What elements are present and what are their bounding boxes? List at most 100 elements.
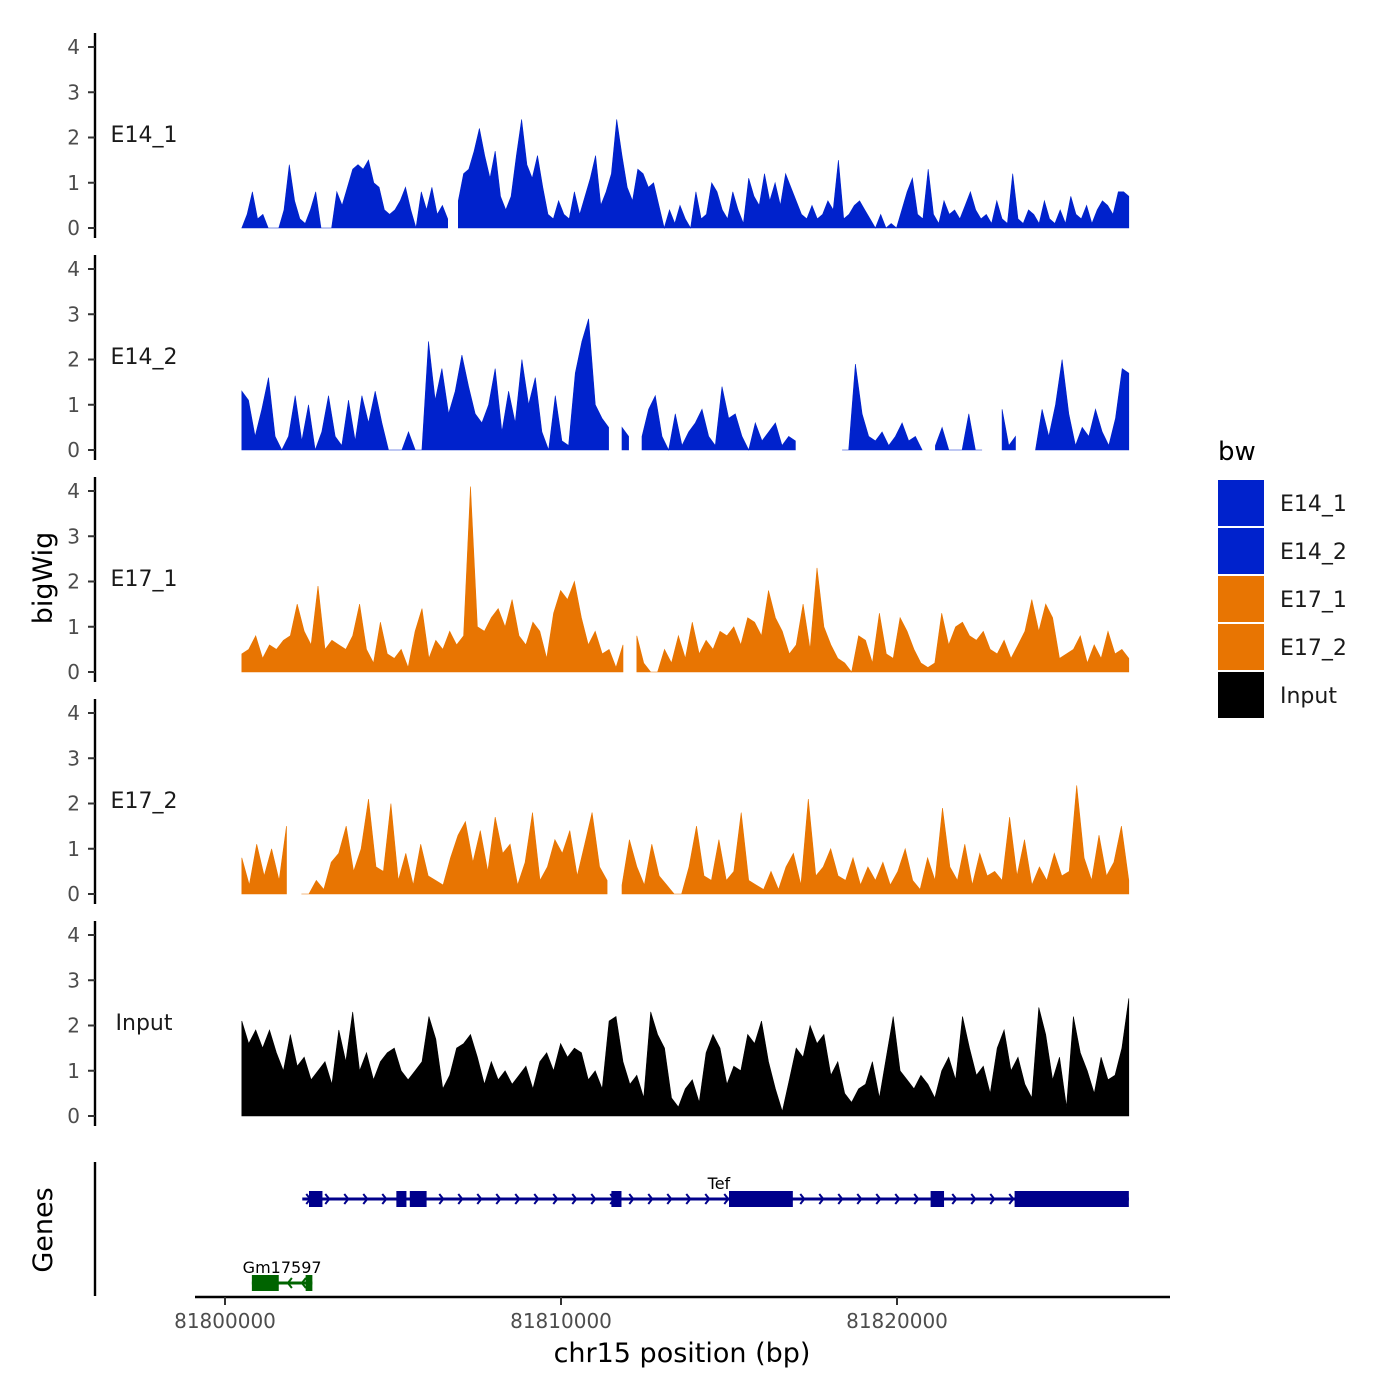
gene-exon-Tef-5: [930, 1191, 945, 1207]
gene-label-Tef: Tef: [707, 1174, 731, 1193]
gene-exon-Tef-1: [396, 1191, 407, 1207]
gene-chevron-Tef: [818, 1193, 825, 1205]
y-tick-label-E14_1-4: 4: [67, 35, 80, 59]
x-tick-label-81800000: 81800000: [174, 1309, 276, 1333]
gene-chevron-Tef: [970, 1193, 977, 1205]
legend-title: bw: [1218, 437, 1256, 467]
gene-chevron-Tef: [381, 1193, 388, 1205]
y-tick-label-E14_2-1: 1: [67, 393, 80, 417]
y-tick-label-E17_1-1: 1: [67, 615, 80, 639]
track-area-E14_1-0: [241, 159, 448, 229]
y-tick-label-Input-0: 0: [67, 1104, 80, 1128]
track-area-Input-0: [241, 998, 1130, 1117]
genes-panel: Tef Gm17597: [93, 1162, 1129, 1296]
y-tick-label-E14_1-0: 0: [67, 216, 80, 240]
gene-label-Gm17597: Gm17597: [243, 1258, 322, 1277]
y-tick-label-E14_1-3: 3: [67, 80, 80, 104]
y-tick-label-E17_1-2: 2: [67, 570, 80, 594]
bigwig-tracks: 0 1 2 3 4 E14_1 0 1 2 3 4 E14_2 0 1 2 3 4 E17_1 0 1 2 3 4 E17_2…: [67, 33, 1130, 1128]
track-area-E17_2-1: [301, 798, 608, 895]
legend-label-E14_1: E14_1: [1280, 492, 1347, 517]
gene-chevron-Tef: [666, 1193, 673, 1205]
y-tick-label-Input-2: 2: [67, 1014, 80, 1038]
y-tick-label-E14_1-1: 1: [67, 171, 80, 195]
y-axis-title: bigWig: [28, 532, 59, 625]
track-label-E17_2: E17_2: [111, 789, 178, 814]
gene-exon-Gm17597-1: [305, 1275, 313, 1291]
y-tick-label-E17_1-4: 4: [67, 479, 80, 503]
y-tick-label-E17_1-0: 0: [67, 660, 80, 684]
y-tick-label-E17_1-3: 3: [67, 524, 80, 548]
y-tick-label-E14_2-0: 0: [67, 438, 80, 462]
x-tick-label-81810000: 81810000: [510, 1309, 612, 1333]
gene-chevron-Tef: [989, 1193, 996, 1205]
gene-exon-Tef-3: [611, 1191, 622, 1207]
gene-chevron-Tef: [704, 1193, 711, 1205]
gene-chevron-Tef: [951, 1193, 958, 1205]
track-area-E17_1-0: [241, 486, 624, 673]
gene-chevron-Tef: [875, 1193, 882, 1205]
gene-exon-Tef-4: [729, 1191, 793, 1207]
legend-label-E17_1: E17_1: [1280, 588, 1347, 613]
gene-chevron-Tef: [799, 1193, 806, 1205]
legend-label-Input: Input: [1280, 684, 1337, 709]
gene-chevron-Tef: [438, 1193, 445, 1205]
track-area-E14_2-1: [621, 426, 629, 451]
track-label-E17_1: E17_1: [111, 567, 178, 592]
legend-swatch-Input: [1218, 672, 1264, 718]
gene-chevron-Tef: [343, 1193, 350, 1205]
gene-chevron-Gm17597: [300, 1277, 307, 1289]
y-tick-label-E14_2-4: 4: [67, 257, 80, 281]
track-area-E14_2-4: [935, 413, 983, 451]
gene-exon-Gm17597-0: [251, 1275, 279, 1291]
track-label-E14_1: E14_1: [111, 123, 178, 148]
gene-chevron-Tef: [647, 1193, 654, 1205]
gene-chevron-Gm17597: [286, 1277, 293, 1289]
x-axis-title: chr15 position (bp): [554, 1338, 811, 1369]
y-tick-label-E17_2-3: 3: [67, 746, 80, 770]
legend-label-E14_2: E14_2: [1280, 540, 1347, 565]
gene-chevron-Tef: [628, 1193, 635, 1205]
gene-Tef: Tef: [302, 1174, 1129, 1207]
gene-chevron-Tef: [457, 1193, 464, 1205]
gene-Gm17597: Gm17597: [243, 1258, 322, 1291]
gene-exon-Tef-0: [309, 1191, 323, 1207]
track-label-Input: Input: [116, 1011, 173, 1036]
gene-chevron-Tef: [837, 1193, 844, 1205]
track-area-E17_2-2: [621, 785, 1130, 895]
gene-exon-Tef-2: [409, 1191, 427, 1207]
track-Input: 0 1 2 3 4 Input: [67, 921, 1130, 1128]
gene-chevron-Tef: [1008, 1193, 1015, 1205]
track-E17_1: 0 1 2 3 4 E17_1: [67, 477, 1130, 684]
y-tick-label-E17_2-2: 2: [67, 792, 80, 816]
genes-axis-title: Genes: [28, 1187, 59, 1272]
gene-exon-Tef-6: [1014, 1191, 1129, 1207]
y-tick-label-Input-1: 1: [67, 1059, 80, 1083]
gene-chevron-Tef: [362, 1193, 369, 1205]
track-area-E17_2-0: [241, 826, 287, 895]
gene-chevron-Tef: [856, 1193, 863, 1205]
track-area-E14_2-0: [241, 318, 609, 451]
y-tick-label-E14_2-3: 3: [67, 302, 80, 326]
track-area-E14_2-2: [641, 386, 796, 451]
y-tick-label-E17_2-0: 0: [67, 882, 80, 906]
gene-chevron-Tef: [723, 1193, 730, 1205]
track-area-E14_2-6: [1035, 359, 1130, 451]
gene-chevron-Tef: [533, 1193, 540, 1205]
gene-chevron-Tef: [913, 1193, 920, 1205]
gene-chevron-Tef: [514, 1193, 521, 1205]
gene-chevron-Tef: [552, 1193, 559, 1205]
x-tick-label-81820000: 81820000: [846, 1309, 948, 1333]
gene-chevron-Tef: [590, 1193, 597, 1205]
y-tick-label-E17_2-4: 4: [67, 701, 80, 725]
gene-chevron-Tef: [894, 1193, 901, 1205]
legend-swatch-E17_2: [1218, 624, 1264, 670]
gene-chevron-Tef: [685, 1193, 692, 1205]
y-tick-label-Input-4: 4: [67, 923, 80, 947]
track-label-E14_2: E14_2: [111, 345, 178, 370]
track-E14_2: 0 1 2 3 4 E14_2: [67, 255, 1130, 462]
track-area-E17_1-1: [636, 567, 1130, 673]
track-E14_1: 0 1 2 3 4 E14_1: [67, 33, 1130, 240]
track-area-E14_1-1: [458, 119, 1130, 230]
